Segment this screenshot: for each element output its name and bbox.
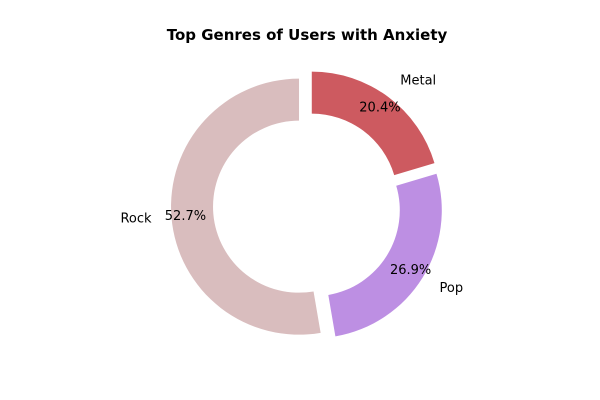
slice-pct-pop: 26.9%	[390, 263, 431, 278]
slice-label-rock: Rock	[120, 212, 152, 227]
slice-pct-rock: 52.7%	[165, 209, 206, 224]
chart-title: Top Genres of Users with Anxiety	[167, 26, 448, 44]
slice-label-pop: Pop	[439, 281, 463, 296]
slice-pct-metal: 20.4%	[359, 101, 400, 116]
donut-slices	[171, 71, 442, 337]
slice-pop	[328, 173, 442, 337]
slice-metal	[311, 71, 435, 176]
slice-label-metal: Metal	[400, 73, 436, 88]
slice-rock	[171, 78, 321, 335]
